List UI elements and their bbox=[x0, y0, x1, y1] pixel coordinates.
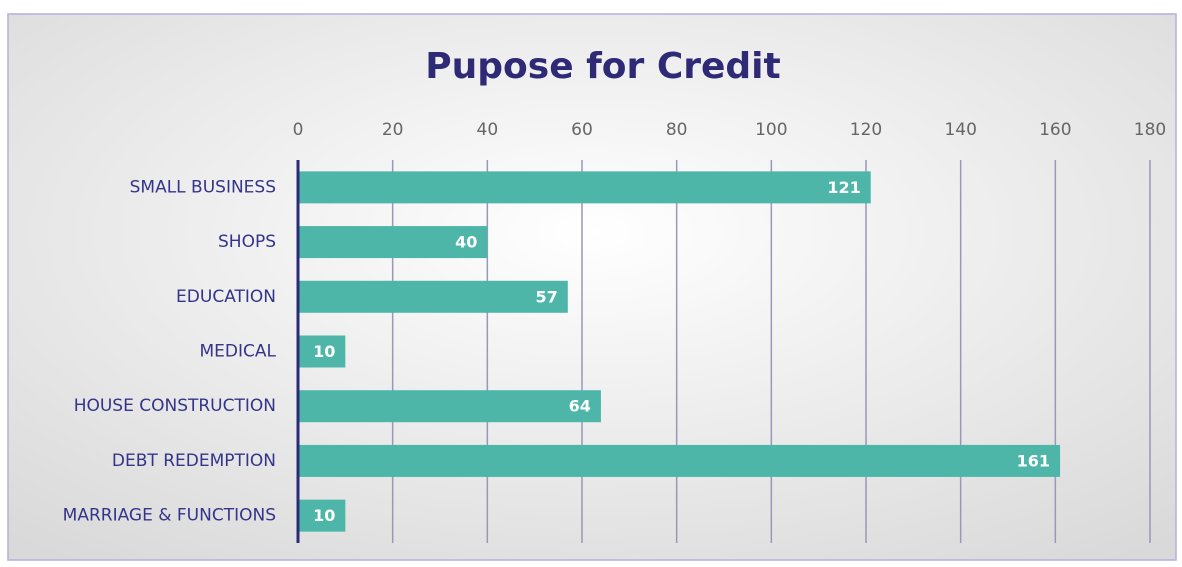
data-label: 40 bbox=[455, 233, 477, 252]
x-tick-label: 20 bbox=[382, 120, 404, 140]
bar bbox=[298, 280, 568, 313]
x-tick-label: 140 bbox=[944, 120, 976, 140]
y-tick-label: DEBT REDEMPTION bbox=[112, 451, 276, 471]
chart-title: Pupose for Credit bbox=[425, 46, 780, 87]
y-tick-label: HOUSE CONSTRUCTION bbox=[74, 396, 276, 416]
x-tick-label: 80 bbox=[666, 120, 688, 140]
y-tick-label: SHOPS bbox=[218, 232, 276, 252]
data-label: 10 bbox=[313, 506, 335, 525]
data-label: 64 bbox=[569, 397, 591, 416]
bar bbox=[298, 499, 346, 532]
bar bbox=[298, 335, 346, 368]
bar bbox=[298, 444, 1061, 477]
bar bbox=[298, 390, 601, 423]
y-tick-label: EDUCATION bbox=[176, 287, 276, 307]
y-tick-label: MARRIAGE & FUNCTIONS bbox=[63, 506, 276, 526]
x-tick-label: 100 bbox=[755, 120, 787, 140]
bar bbox=[298, 171, 871, 204]
bar bbox=[298, 226, 488, 259]
y-tick-label: SMALL BUSINESS bbox=[130, 177, 276, 197]
data-label: 161 bbox=[1017, 451, 1050, 470]
x-tick-label: 160 bbox=[1039, 120, 1071, 140]
data-label: 10 bbox=[313, 342, 335, 361]
data-label: 57 bbox=[536, 287, 558, 306]
x-tick-label: 120 bbox=[850, 120, 882, 140]
x-tick-label: 0 bbox=[293, 120, 304, 140]
x-tick-label: 40 bbox=[477, 120, 499, 140]
x-tick-label: 180 bbox=[1134, 120, 1166, 140]
x-tick-label: 60 bbox=[571, 120, 593, 140]
data-label: 121 bbox=[827, 178, 860, 197]
y-tick-label: MEDICAL bbox=[200, 342, 277, 362]
